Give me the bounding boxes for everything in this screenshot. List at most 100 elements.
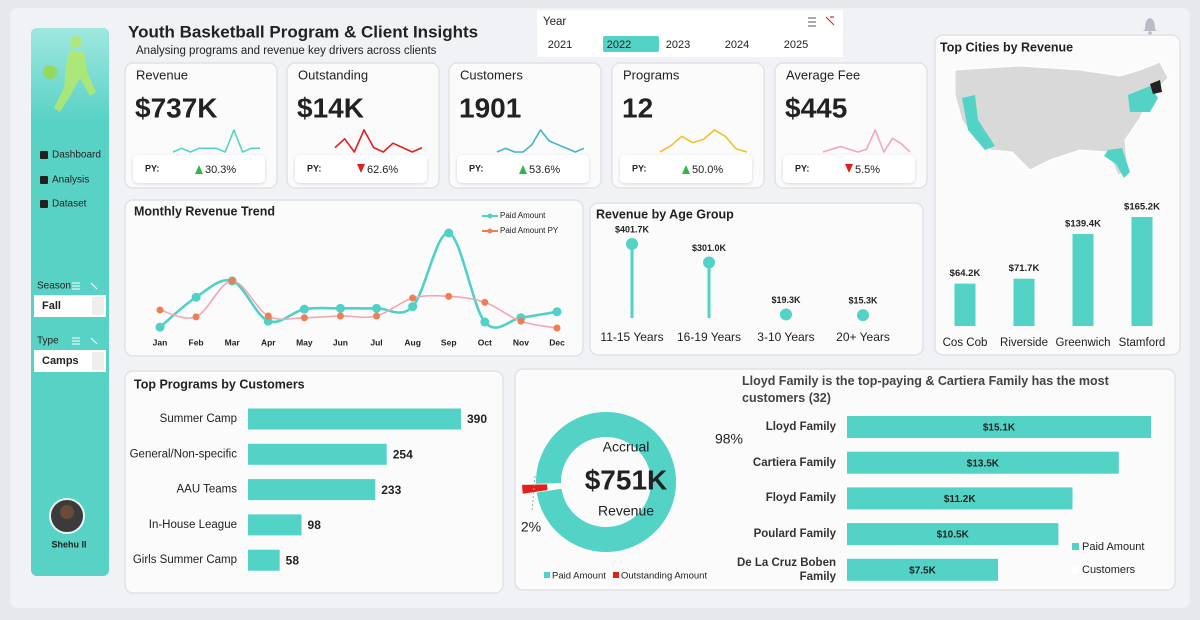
panel-trend <box>124 199 584 357</box>
filter-label: Type <box>37 336 59 347</box>
legend-label: Paid Amount <box>1082 541 1144 553</box>
value-label: $19.3K <box>771 295 801 305</box>
year-selected[interactable] <box>603 36 659 52</box>
filter-value: Camps <box>42 355 79 367</box>
py-label: PY: <box>145 163 159 173</box>
lollipop-head <box>626 238 638 250</box>
bar <box>248 549 280 571</box>
change-arrow <box>519 165 527 174</box>
year-option[interactable]: 2023 <box>666 39 690 51</box>
legend-label: Paid Amount PY <box>500 226 559 235</box>
legend-label: Paid Amount <box>552 571 606 582</box>
kpi-sparkline <box>496 129 585 153</box>
value-label: $10.5K <box>937 530 970 541</box>
bar <box>847 487 1073 510</box>
change-arrow <box>845 164 853 173</box>
legend-label: Outstanding Amount <box>621 571 707 582</box>
series-marker <box>155 322 165 332</box>
value-label: 233 <box>381 483 401 497</box>
value-label: $15.3K <box>848 296 878 306</box>
legend-swatch <box>613 572 619 578</box>
series-marker <box>335 303 345 313</box>
bar <box>248 514 302 536</box>
legend-swatch <box>544 572 550 578</box>
category-label: Summer Camp <box>160 413 237 425</box>
kpi-sparkline <box>822 129 911 153</box>
center-value: $751K <box>585 464 668 495</box>
category-label-box: Cartiera Family <box>752 456 836 469</box>
kpi-value: $737K <box>135 92 218 123</box>
x-tick-label: Dec <box>549 337 565 347</box>
bell-icon <box>1143 18 1157 35</box>
value-label: 2% <box>521 519 541 535</box>
bar <box>1013 278 1035 326</box>
value-label: 98% <box>715 431 743 447</box>
series-marker <box>336 312 344 320</box>
filter-box[interactable] <box>34 350 106 372</box>
category-label: Poulard Family <box>753 528 836 541</box>
donut-slice <box>536 411 676 552</box>
slicer-clear-icon <box>825 16 835 26</box>
category-label: Cartiera Family <box>752 456 836 469</box>
series-marker <box>444 228 454 238</box>
x-tick-label: Oct <box>478 337 492 347</box>
category-label-box: Lloyd Family <box>766 421 836 433</box>
chart-title: Revenue by Age Group <box>596 207 734 221</box>
year-label: Year <box>543 16 566 28</box>
kpi-label: Average Fee <box>786 67 860 82</box>
category-label: 16-19 Years <box>677 330 741 344</box>
series-marker <box>481 298 489 306</box>
year-option[interactable]: 2021 <box>548 39 572 51</box>
year-option[interactable]: 2022 <box>607 39 631 51</box>
series-marker <box>408 302 418 312</box>
category-label-box: Floyd Family <box>766 492 836 504</box>
kpi-value: 12 <box>622 92 653 123</box>
category-label: De La Cruz Boben Family <box>736 556 836 583</box>
series-marker <box>228 277 236 285</box>
series-marker <box>299 304 309 314</box>
legend-marker <box>487 228 493 234</box>
user-name: Shehu II <box>51 539 86 549</box>
legend-label: Paid Amount <box>500 211 546 220</box>
category-label: In-House League <box>149 519 237 531</box>
nav-icon <box>40 176 48 184</box>
nav-item[interactable]: Analysis <box>52 175 89 186</box>
series-marker <box>552 307 562 317</box>
kpi-sparkline <box>172 129 260 153</box>
series-marker <box>373 312 381 320</box>
py-change: 62.6% <box>367 164 398 176</box>
nav-item[interactable]: Dataset <box>52 199 87 210</box>
kpi-value: 1901 <box>459 92 521 123</box>
donut-slice <box>522 484 548 494</box>
nav-item[interactable]: Dashboard <box>52 150 101 161</box>
category-label: General/Non-specific <box>130 448 238 460</box>
chart-title: Top Cities by Revenue <box>940 40 1073 54</box>
bar <box>847 416 1151 438</box>
year-option[interactable]: 2025 <box>784 39 808 51</box>
panel-age <box>589 202 924 356</box>
series-marker <box>372 303 382 313</box>
filter-label: Season <box>37 281 71 292</box>
filter-box[interactable] <box>34 295 106 317</box>
bar <box>1131 217 1153 326</box>
kpi-value: $445 <box>785 92 847 123</box>
x-tick-label: Sep <box>441 337 457 347</box>
value-label: $15.1K <box>983 423 1016 434</box>
bar <box>248 479 376 501</box>
category-label: 20+ Years <box>836 330 890 344</box>
py-change: 30.3% <box>205 164 236 176</box>
category-label: 3-10 Years <box>757 330 814 344</box>
bar <box>954 283 976 326</box>
chart-title: Top Programs by Customers <box>134 377 305 391</box>
kpi-label: Programs <box>623 67 680 82</box>
year-option[interactable]: 2024 <box>725 39 749 51</box>
category-label: Greenwich <box>1056 337 1111 349</box>
lollipop-head <box>780 308 792 321</box>
category-label: 11-15 Years <box>600 330 663 344</box>
series-marker <box>264 312 272 320</box>
kpi-label: Customers <box>460 67 523 82</box>
category-label: Cos Cob <box>943 337 988 349</box>
x-tick-label: Apr <box>261 337 276 347</box>
py-change: 50.0% <box>692 164 723 176</box>
